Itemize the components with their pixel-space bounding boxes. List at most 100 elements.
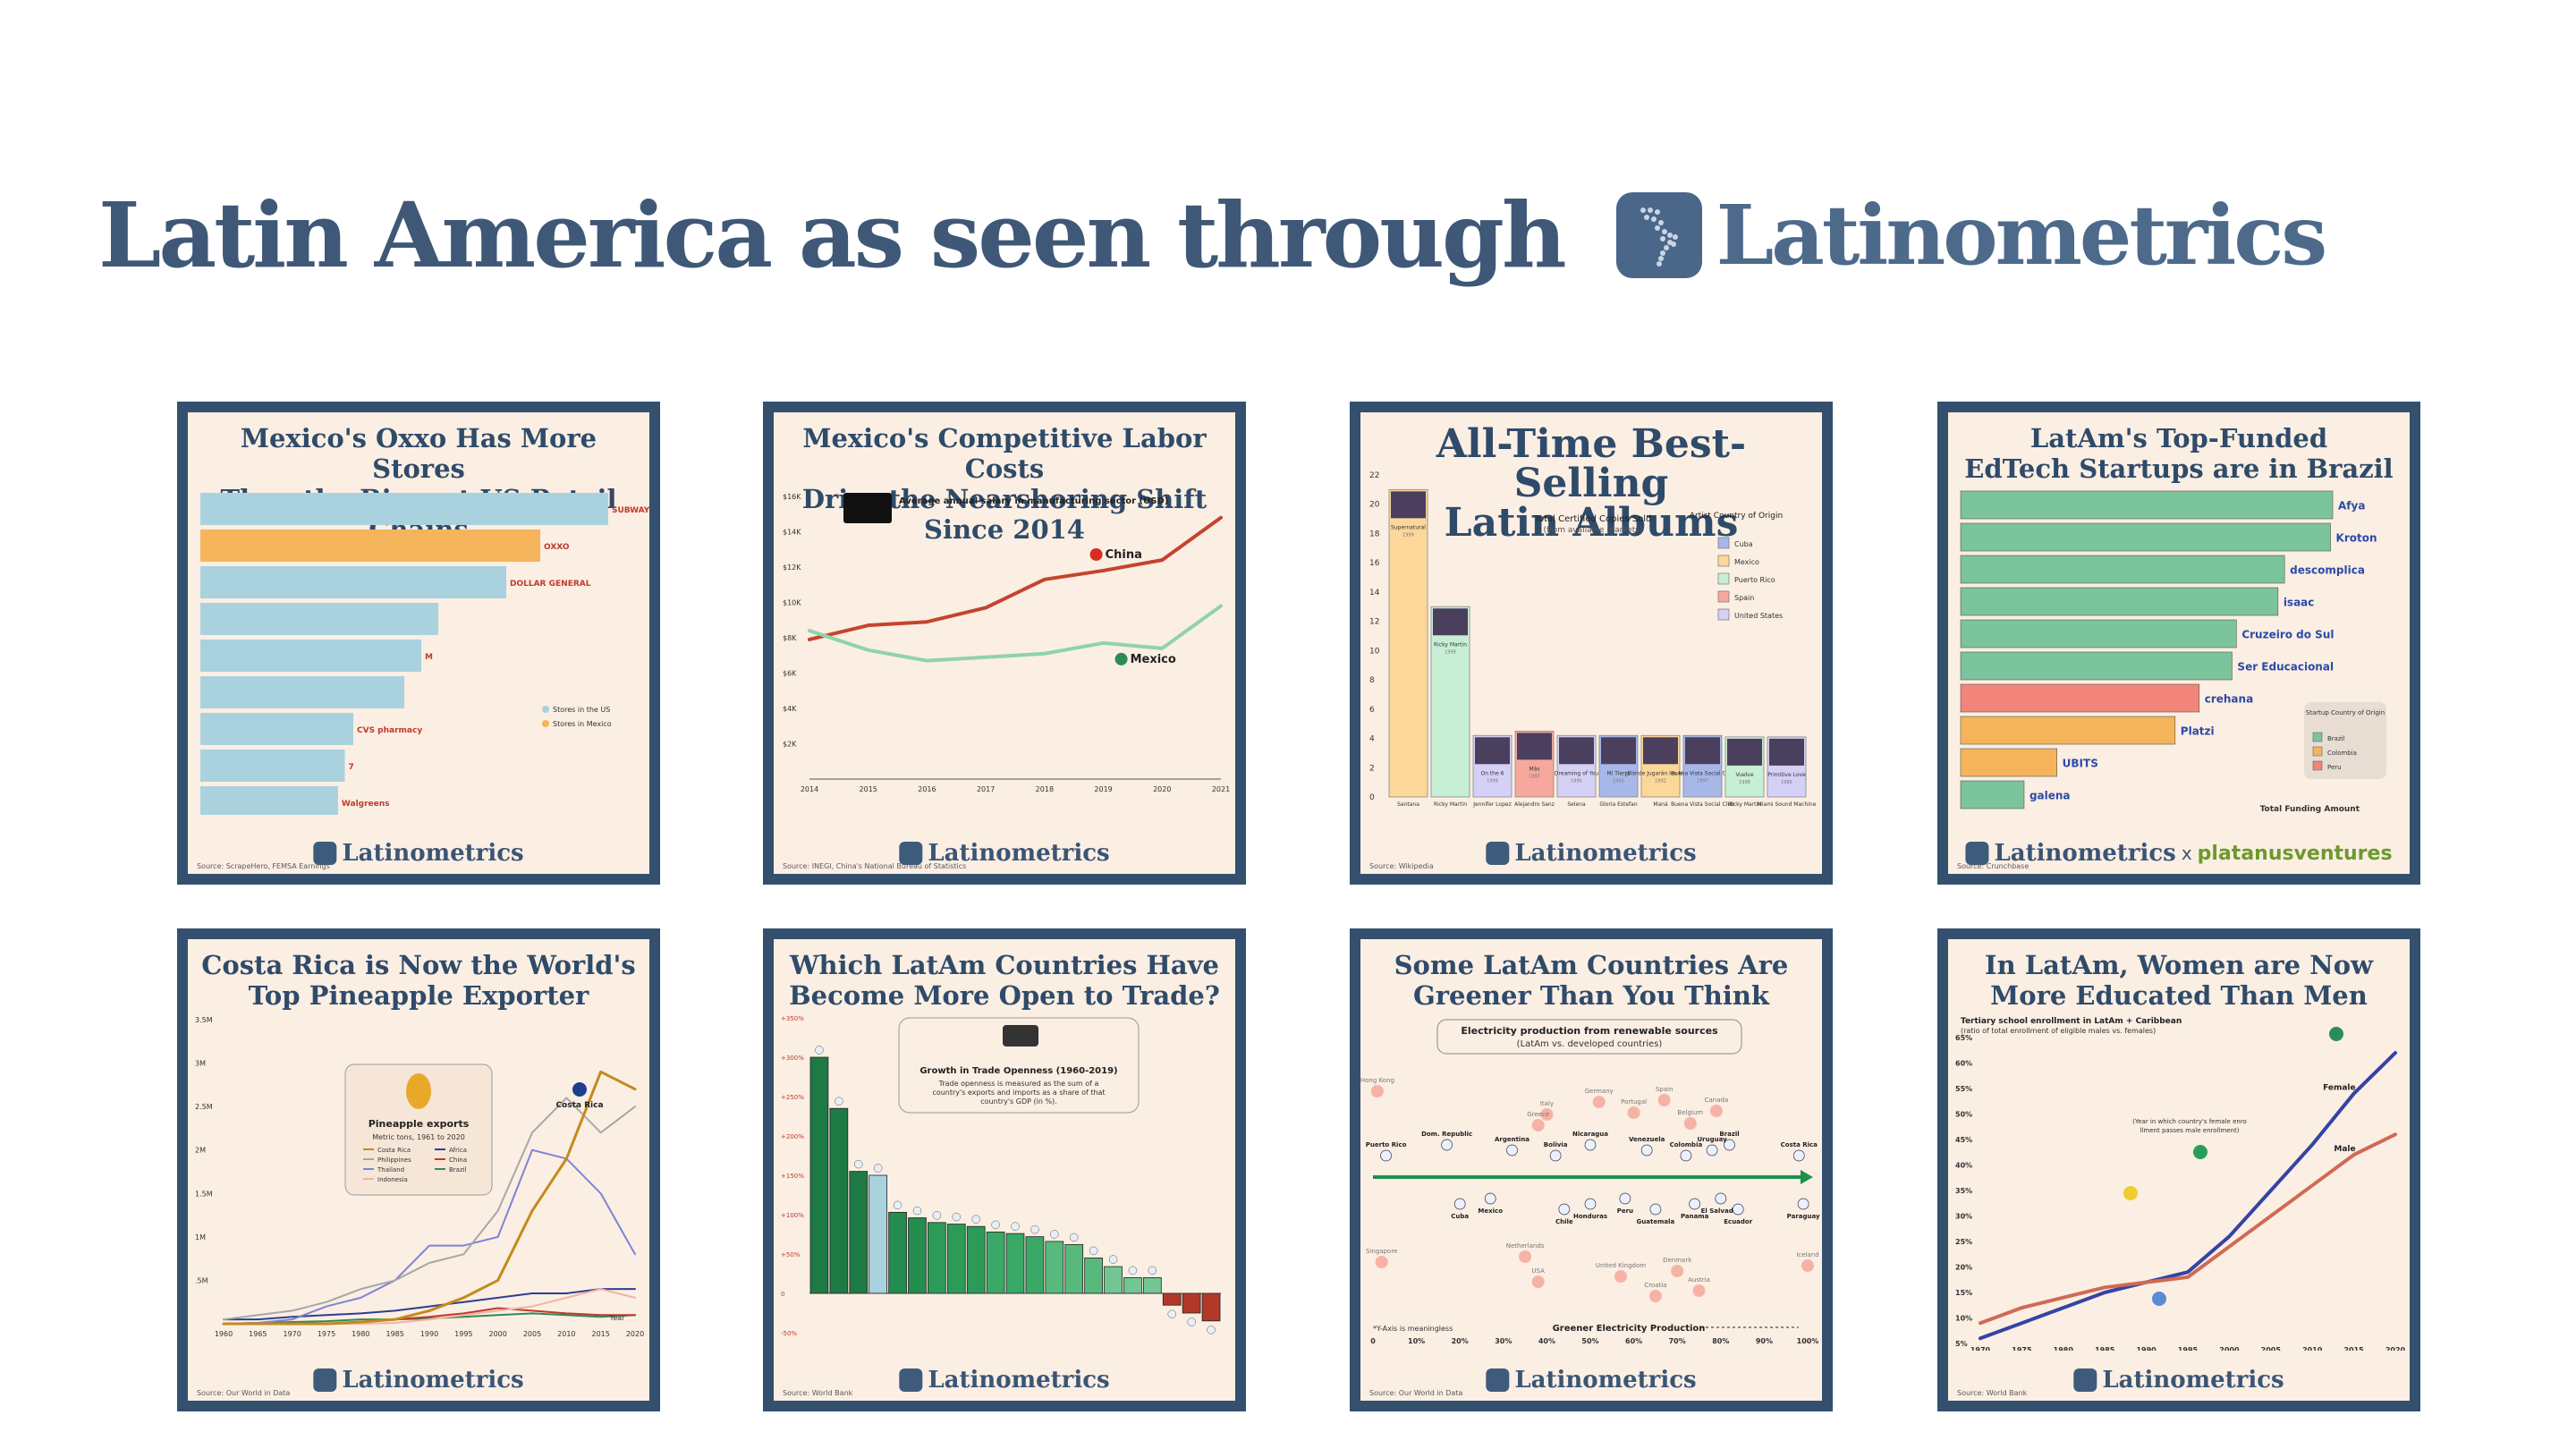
headline-text: Latin America as seen through [98,182,1567,288]
card-women-education[interactable]: In LatAm, Women are Now More Educated Th… [1937,928,2420,1411]
page-headline: Latin America as seen through Latinometr… [98,174,2327,295]
y-tick-label: +350% [781,1015,804,1022]
trade-bar [888,1211,907,1294]
latinometrics-logo-icon [313,1368,337,1392]
series-line-Africa [223,1288,636,1321]
card-title: Some LatAm Countries Are Greener Than Yo… [1394,950,1789,1011]
y-tick-label: 15% [1955,1289,1972,1297]
album-cover [1391,491,1426,519]
y-tick-label: 35% [1955,1187,1972,1195]
card-oxxo-stores[interactable]: Mexico's Oxxo Has More Stores Than the B… [177,402,660,885]
legend-label: Spain [1734,594,1754,602]
y-tick-label: 45% [1955,1136,1972,1144]
footer-brand-name: Latinometrics [2102,1367,2284,1394]
country-flag-icon [1011,1222,1020,1231]
legend-title: Pineapple exports [369,1118,470,1130]
flag-marker [1380,1149,1392,1162]
developed-country-dot [1709,1105,1723,1117]
latinometrics-logo-icon [1615,191,1702,278]
y-tick-label: +300% [781,1055,804,1062]
card-footer-brand: Latinometrics x platanusventures [1965,840,2393,867]
x-tick-label: 2016 [918,785,936,793]
country-label: Canada [1705,1097,1729,1104]
footer-separator: x [2181,843,2192,864]
card-labor-costs[interactable]: Mexico's Competitive Labor Costs Drive t… [763,402,1246,885]
country-label: Argentina [1495,1136,1530,1143]
x-tick-label: 1965 [249,1330,267,1338]
colombia-flag-icon [2123,1186,2138,1200]
album-cover [1769,738,1804,766]
annotation: (Year in which country's female enro [2132,1118,2247,1125]
pineapple-line-chart: 3.5M 3M 2.5M 2M 1.5M 1M .5M 1960 1965 1970 1975 198… [195,1016,644,1338]
legend-label: Philippines [377,1157,411,1164]
y-tick-label: 2 [1369,764,1375,773]
labor-line-chart: $2K $4K $6K $8K $10K $12K $14K $16K 2014 2015 2016… [783,493,1230,793]
workers-icon [843,493,892,523]
y-tick-label: 0 [1369,793,1375,802]
album-year: 1997 [1697,778,1708,784]
x-tick-label: 1990 [2136,1346,2157,1351]
developed-country-dot [1683,1117,1697,1130]
footer-brand-name: Latinometrics [928,840,1110,867]
y-tick-label: $12K [783,564,801,572]
card-footer-brand: Latinometrics [2073,1367,2284,1394]
card-latin-albums[interactable]: All-Time Best-Selling Latin Albums 0 2 4 6 8… [1350,402,1833,885]
x-tick-label: 1980 [352,1330,369,1338]
argentina-flag-icon [2152,1292,2166,1306]
latinometrics-logo-icon [1965,842,1989,865]
album-cover [1517,733,1552,760]
artist-label: Ricky Martin [1434,801,1467,808]
developed-country-dot [1692,1284,1706,1297]
country-label: United Kingdom [1596,1262,1646,1269]
bar-Subway [200,493,608,525]
card-edtech-startups[interactable]: LatAm's Top-Funded EdTech Startups are i… [1937,402,2420,885]
country-label: Singapore [1366,1248,1397,1255]
education-line-chart: Tertiary school enrollment in LatAm + Ca… [1955,1017,2406,1351]
artist-label: Selena [1567,801,1586,808]
country-flag-icon [1089,1246,1098,1256]
series-line-Costa Rica [222,1070,637,1326]
flag-marker [1706,1144,1718,1157]
card-trade-openness[interactable]: Which LatAm Countries Have Become More O… [763,928,1246,1411]
bar-Cruzeiro do Sul [1960,619,2237,648]
card-pineapple-exports[interactable]: Costa Rica is Now the World's Top Pineap… [177,928,660,1411]
y-tick-label: 6 [1369,706,1375,715]
renewables-scatter-chart: Electricity production from renewable so… [1360,1019,1820,1345]
bar-galena [1960,780,2025,809]
developed-country-dot [1648,1290,1662,1302]
y-tick-label: $8K [783,634,797,642]
series-line-Philippines [223,1097,636,1321]
album-label: Buena Vista Social Club [1671,770,1734,776]
trade-bar [1005,1233,1025,1294]
footer-partner-name: platanusventures [2197,842,2393,865]
x-tick-label: 2020 [2385,1346,2406,1351]
bar-label: Ser Educacional [2237,661,2334,674]
x-tick-label: 10% [1408,1337,1425,1345]
bar-label: Walgreens [342,800,390,809]
country-flag-icon [1030,1224,1039,1234]
country-label: Croatia [1644,1282,1666,1289]
x-tick-label: 60% [1625,1337,1642,1345]
bar-label: 7 [349,763,354,772]
x-tick-label: 2010 [557,1330,575,1338]
footer-brand-name: Latinometrics [928,1367,1110,1394]
card-footer-brand: Latinometrics [313,1367,524,1394]
card-green-electricity[interactable]: Some LatAm Countries Are Greener Than Yo… [1350,928,1833,1411]
bar-label: descomplica [2290,564,2365,577]
latinometrics-logo-icon [2073,1368,2097,1392]
country-label: Mexico [1478,1208,1503,1215]
legend-label: Cuba [1734,540,1753,548]
x-tick-label: 2015 [2343,1346,2364,1351]
bar-Dollar General [200,566,506,598]
trade-bar [809,1056,829,1294]
bar-label: Cruzeiro do Sul [2241,629,2334,641]
trade-bar [1162,1292,1182,1306]
x-tick-label: 80% [1712,1337,1729,1345]
albums-bar-chart: 0 2 4 6 8 10 12 14 16 18 20 22 Supernatural 1999 Santa… [1369,471,1817,808]
country-label: Panama [1681,1213,1709,1220]
chart-subtitle: Electricity production from renewable so… [1461,1025,1718,1037]
x-tick-label: 1995 [2178,1346,2199,1351]
country-flag-icon [1069,1233,1079,1242]
legend-label: Mexico [1734,558,1759,566]
album-label: Supernatural [1391,524,1426,530]
